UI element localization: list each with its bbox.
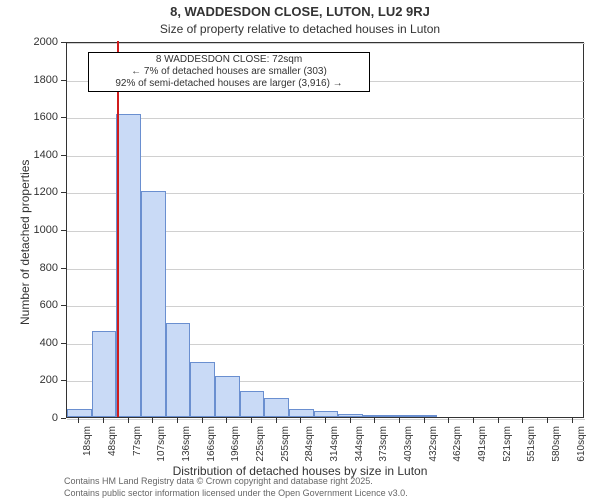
x-tick-mark — [300, 418, 301, 423]
credits-line2: Contains public sector information licen… — [64, 488, 408, 498]
x-tick-mark — [251, 418, 252, 423]
x-tick-mark — [152, 418, 153, 423]
x-tick-mark — [177, 418, 178, 423]
y-tick-label: 2000 — [0, 36, 58, 48]
x-tick-mark — [103, 418, 104, 423]
x-tick-mark — [424, 418, 425, 423]
histogram-bar — [215, 376, 240, 417]
x-tick-mark — [276, 418, 277, 423]
x-tick-mark — [522, 418, 523, 423]
annotation-line1: 8 WADDESDON CLOSE: 72sqm — [91, 54, 367, 66]
y-tick-mark — [61, 80, 66, 81]
annotation-line3: 92% of semi-detached houses are larger (… — [91, 78, 367, 90]
x-tick-mark — [350, 418, 351, 423]
x-tick-mark — [202, 418, 203, 423]
histogram-bar — [338, 414, 363, 417]
property-marker — [117, 41, 119, 417]
chart-title: 8, WADDESDON CLOSE, LUTON, LU2 9RJ — [0, 4, 600, 19]
x-tick-mark — [448, 418, 449, 423]
y-tick-mark — [61, 268, 66, 269]
histogram-bar — [388, 415, 413, 417]
y-tick-label: 400 — [0, 337, 58, 349]
y-tick-mark — [61, 418, 66, 419]
x-tick-mark — [78, 418, 79, 423]
chart-subtitle: Size of property relative to detached ho… — [0, 22, 600, 36]
y-tick-mark — [61, 343, 66, 344]
grid-line — [67, 156, 585, 157]
y-tick-mark — [61, 380, 66, 381]
y-tick-mark — [61, 117, 66, 118]
histogram-bar — [264, 398, 289, 417]
y-tick-mark — [61, 305, 66, 306]
histogram-bar — [240, 391, 265, 417]
histogram-bar — [141, 191, 166, 417]
grid-line — [67, 118, 585, 119]
histogram-bar — [314, 411, 339, 417]
histogram-bar — [190, 362, 215, 417]
x-tick-mark — [572, 418, 573, 423]
x-tick-mark — [374, 418, 375, 423]
x-tick-mark — [498, 418, 499, 423]
histogram-bar — [363, 415, 388, 417]
y-tick-label: 1800 — [0, 74, 58, 86]
y-tick-label: 1600 — [0, 111, 58, 123]
y-tick-mark — [61, 155, 66, 156]
x-tick-mark — [226, 418, 227, 423]
x-tick-mark — [325, 418, 326, 423]
credits-line1: Contains HM Land Registry data © Crown c… — [64, 476, 373, 486]
x-tick-mark — [128, 418, 129, 423]
y-tick-mark — [61, 192, 66, 193]
x-tick-mark — [473, 418, 474, 423]
annotation-line2: ← 7% of detached houses are smaller (303… — [91, 66, 367, 78]
y-tick-label: 200 — [0, 374, 58, 386]
y-tick-mark — [61, 42, 66, 43]
histogram-bar — [166, 323, 191, 417]
x-tick-mark — [399, 418, 400, 423]
grid-line — [67, 43, 585, 44]
histogram-bar — [412, 415, 437, 417]
grid-line — [67, 419, 585, 420]
annotation-box: 8 WADDESDON CLOSE: 72sqm← 7% of detached… — [88, 52, 370, 92]
histogram-bar — [116, 114, 141, 417]
y-tick-mark — [61, 230, 66, 231]
y-axis-title: Number of detached properties — [18, 160, 32, 325]
histogram-bar — [289, 409, 314, 417]
y-tick-label: 0 — [0, 412, 58, 424]
x-tick-mark — [547, 418, 548, 423]
plot-area — [66, 42, 584, 418]
histogram-bar — [92, 331, 117, 417]
histogram-bar — [67, 409, 92, 417]
